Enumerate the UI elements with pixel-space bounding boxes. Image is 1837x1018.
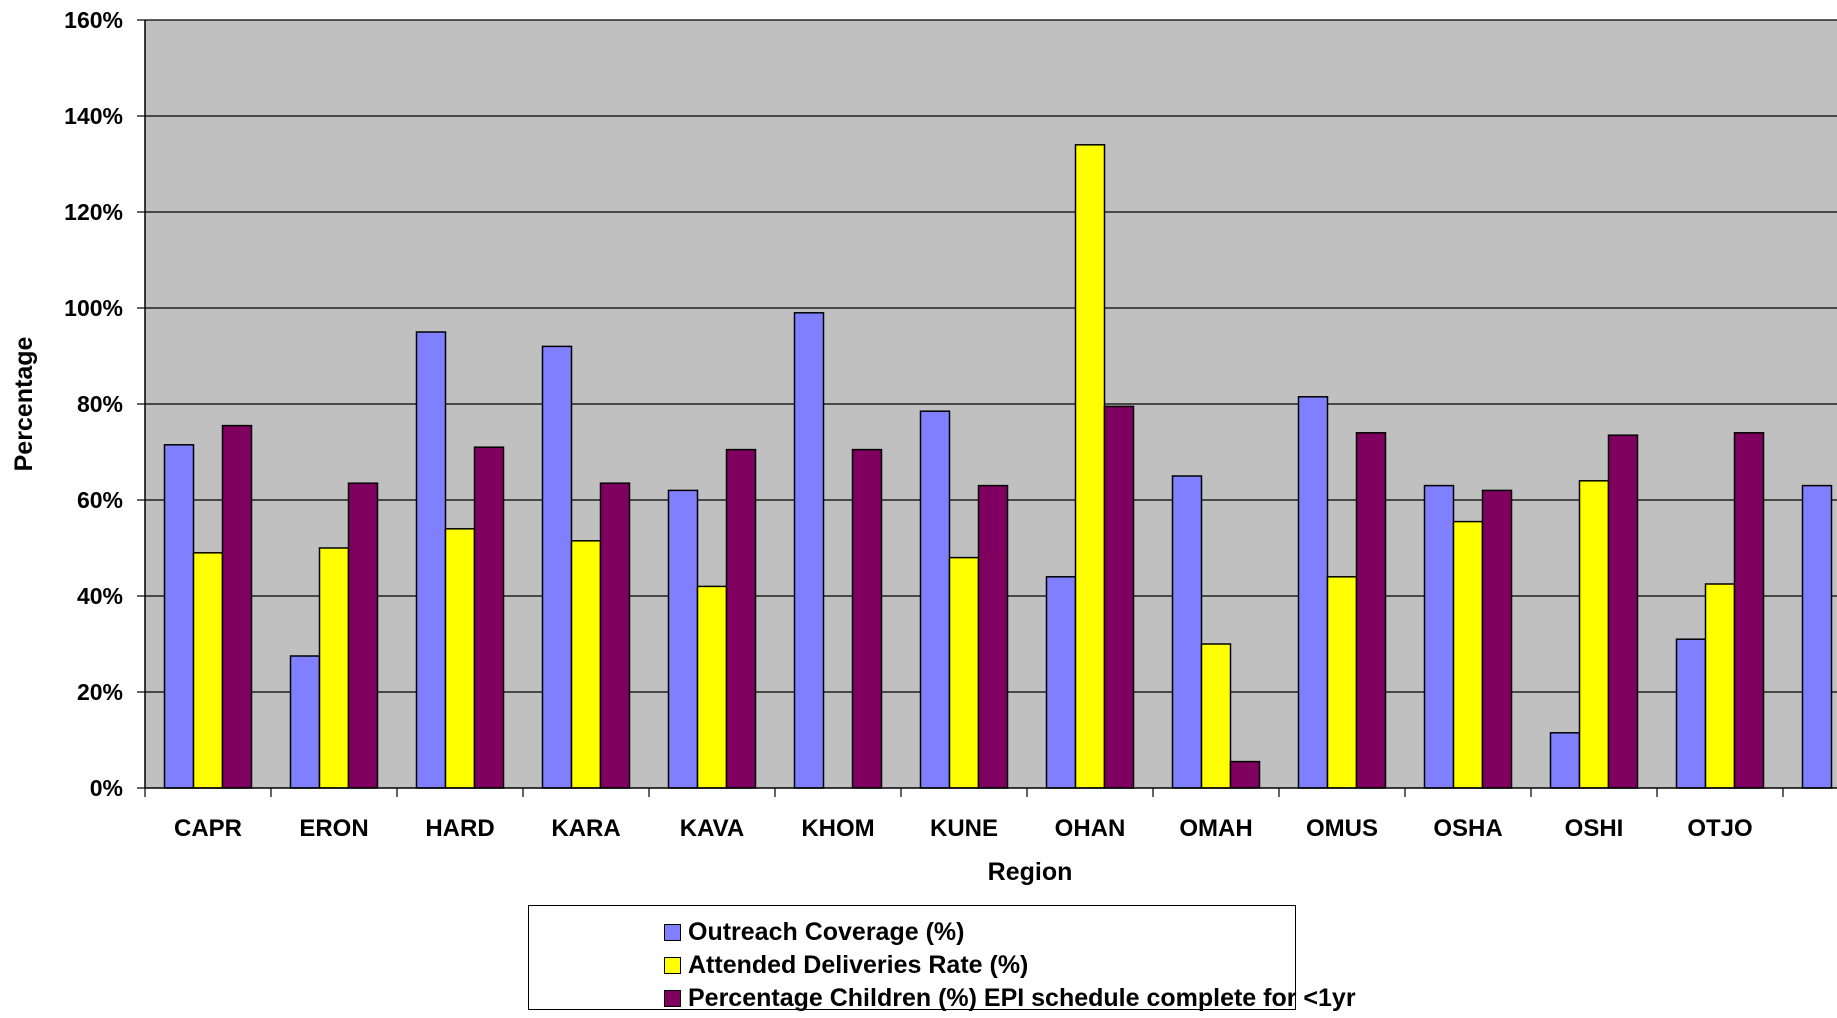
x-tick-label: CAPR	[174, 815, 242, 842]
legend: Outreach Coverage (%) Attended Deliverie…	[528, 905, 1356, 1012]
x-axis-label: Region	[988, 858, 1073, 886]
bars	[163, 144, 1833, 789]
bar	[793, 312, 825, 789]
bar	[725, 448, 757, 789]
bar	[1045, 576, 1077, 789]
y-tick-label: 80%	[77, 391, 123, 417]
bar	[1171, 475, 1203, 789]
y-tick-label: 0%	[90, 775, 123, 801]
bar	[221, 424, 253, 789]
bar	[1355, 432, 1387, 789]
bar	[1549, 732, 1581, 789]
x-tick-label: KAVA	[680, 815, 744, 842]
bar	[948, 556, 980, 789]
y-tick-label: 60%	[77, 487, 123, 513]
bar	[1675, 638, 1707, 789]
x-tick-label: OMUS	[1306, 815, 1378, 842]
legend-item-epi-schedule: Percentage Children (%) EPI schedule com…	[664, 984, 1356, 1013]
bar	[473, 446, 505, 789]
bar	[347, 482, 379, 789]
bar	[289, 655, 321, 789]
y-tick-label: 120%	[64, 199, 123, 225]
legend-label: Percentage Children (%) EPI schedule com…	[688, 984, 1356, 1012]
bar	[444, 528, 476, 789]
legend-label: Outreach Coverage (%)	[688, 918, 965, 946]
bar	[1704, 583, 1736, 789]
y-tick-label: 140%	[64, 103, 123, 129]
x-tick-label: OHAN	[1055, 815, 1126, 842]
bar	[1229, 760, 1261, 789]
x-tick-label: OSHA	[1433, 815, 1502, 842]
y-tick-label: 100%	[64, 295, 123, 321]
bar	[1423, 484, 1455, 789]
bar	[1074, 144, 1106, 789]
bar	[1607, 434, 1639, 789]
bar	[541, 345, 573, 789]
bar	[599, 482, 631, 789]
bar	[1452, 520, 1484, 789]
bar	[1103, 405, 1135, 789]
legend-item-outreach: Outreach Coverage (%)	[664, 918, 964, 947]
y-tick-label: 20%	[77, 679, 123, 705]
bar	[1801, 484, 1833, 789]
x-tick-label: KHOM	[801, 815, 874, 842]
legend-item-attended-deliveries: Attended Deliveries Rate (%)	[664, 951, 1028, 980]
legend-swatch	[664, 957, 681, 974]
bar	[163, 444, 195, 789]
bar	[192, 552, 224, 789]
legend-swatch	[664, 990, 681, 1007]
legend-label: Attended Deliveries Rate (%)	[688, 951, 1029, 979]
bar	[1578, 480, 1610, 789]
x-tick-label: KUNE	[930, 815, 998, 842]
bar	[919, 410, 951, 789]
x-tick-label: ERON	[299, 815, 368, 842]
x-tick-label: HARD	[425, 815, 494, 842]
bar	[667, 489, 699, 789]
y-tick-label: 40%	[77, 583, 123, 609]
tick-labels: 0% 20% 40% 60% 80% 100% 120% 140% 160% CAPR ERON HA…	[64, 7, 1784, 842]
bar	[977, 484, 1009, 789]
y-axis-label: Percentage	[10, 337, 38, 472]
bar	[1200, 643, 1232, 789]
y-tick-label: 160%	[64, 7, 123, 33]
bar	[570, 540, 602, 789]
legend-swatch	[664, 924, 681, 941]
x-tick-label: OSHI	[1565, 815, 1624, 842]
bar	[696, 585, 728, 789]
x-tick-label: KARA	[551, 815, 620, 842]
x-tick-label: OMAH	[1179, 815, 1252, 842]
bar	[318, 547, 350, 789]
bar	[415, 331, 447, 789]
x-tick-label: OTJO	[1687, 815, 1752, 842]
bar	[1481, 489, 1513, 789]
bar	[1297, 396, 1329, 789]
bar	[1326, 576, 1358, 789]
bar	[1733, 432, 1765, 789]
bar	[851, 448, 883, 789]
